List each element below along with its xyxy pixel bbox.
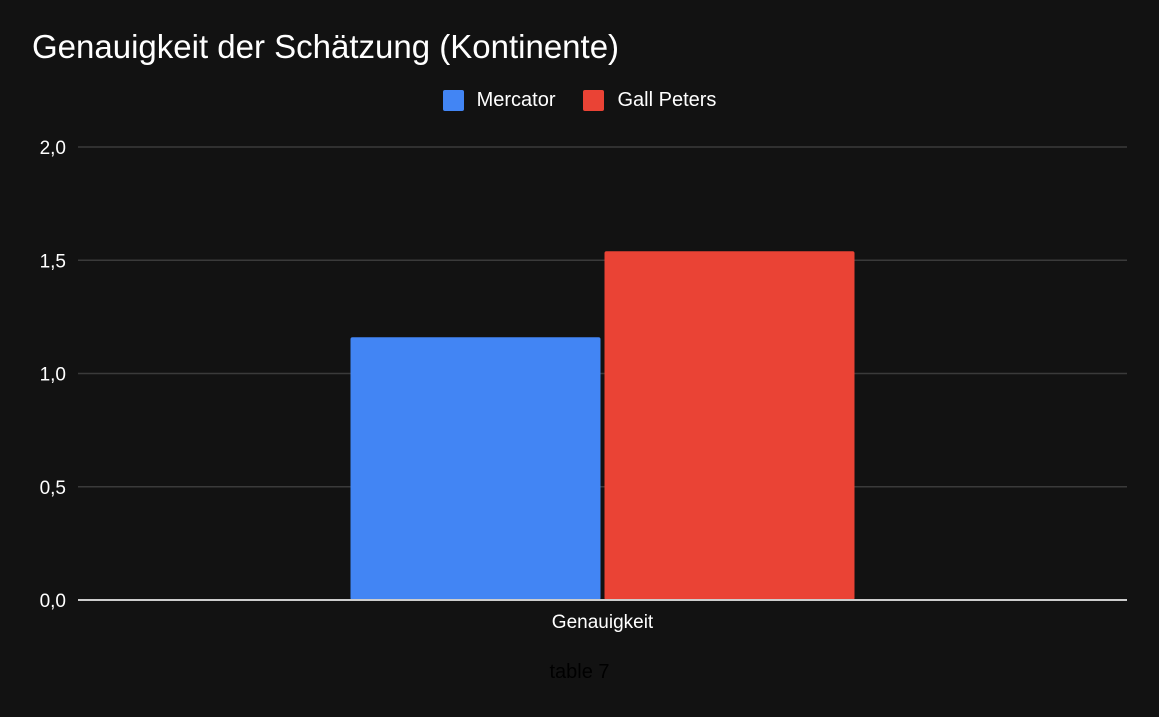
y-tick-label: 0,0 xyxy=(40,591,66,612)
legend-label-gall-peters: Gall Peters xyxy=(617,89,717,111)
legend-label-mercator: Mercator xyxy=(476,89,556,111)
chart-legend: Mercator Gall Peters xyxy=(0,89,1159,112)
legend-swatch-gall-peters xyxy=(583,90,605,111)
chart-title: Genauigkeit der Schätzung (Kontinente) xyxy=(32,28,620,65)
y-tick-label: 1,0 xyxy=(40,365,66,386)
chart-caption: table 7 xyxy=(549,661,610,683)
legend-item-gall-peters[interactable]: Gall Peters xyxy=(583,89,716,112)
y-tick-label: 0,5 xyxy=(40,478,66,499)
x-tick-label: Genauigkeit xyxy=(552,612,654,633)
y-tick-label: 1,5 xyxy=(40,251,66,272)
legend-swatch-mercator xyxy=(442,90,464,111)
bar-gall-peters xyxy=(604,251,855,600)
legend-item-mercator[interactable]: Mercator xyxy=(442,89,556,112)
bar-mercator xyxy=(350,337,601,600)
y-tick-label: 2,0 xyxy=(40,138,66,159)
